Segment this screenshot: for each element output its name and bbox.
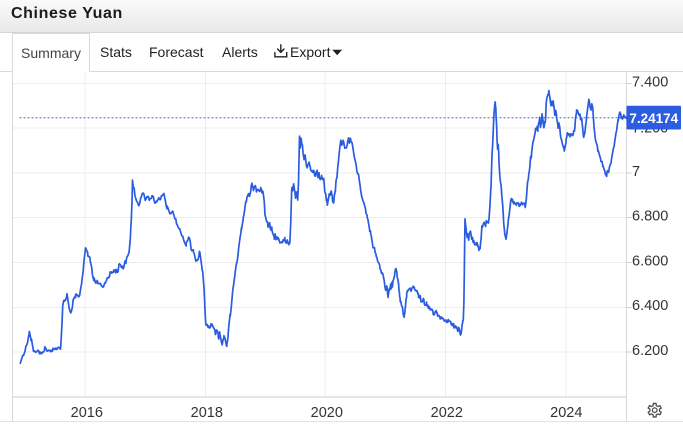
svg-text:2020: 2020 [311, 405, 343, 421]
svg-text:6.400: 6.400 [632, 298, 668, 314]
svg-text:7.24174: 7.24174 [629, 111, 678, 126]
svg-text:2018: 2018 [191, 405, 223, 421]
svg-text:7.400: 7.400 [632, 74, 668, 90]
svg-text:2022: 2022 [431, 405, 463, 421]
svg-text:7: 7 [632, 164, 640, 180]
svg-text:6.600: 6.600 [632, 253, 668, 269]
svg-text:2024: 2024 [550, 405, 582, 421]
svg-text:6.200: 6.200 [632, 343, 668, 359]
svg-text:6.800: 6.800 [632, 209, 668, 225]
svg-text:2016: 2016 [71, 405, 103, 421]
